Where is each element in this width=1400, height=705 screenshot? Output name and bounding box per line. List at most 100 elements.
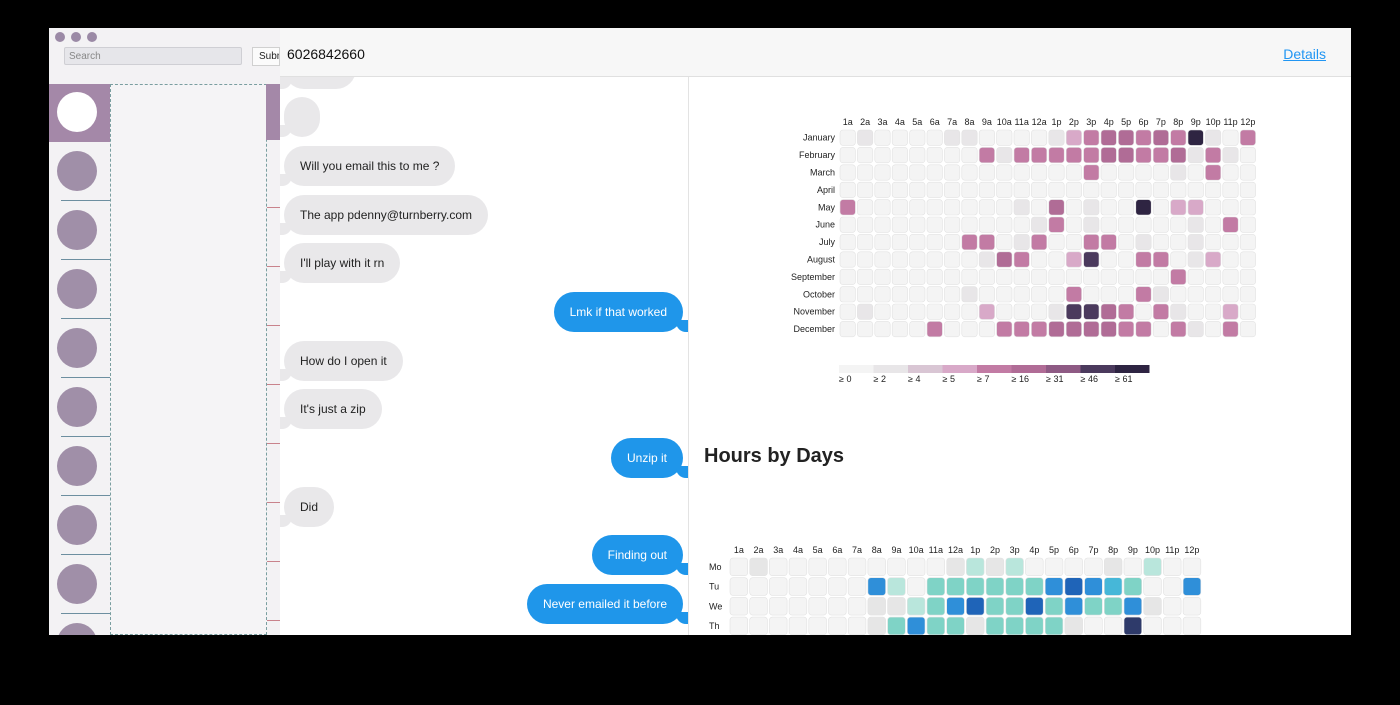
contact-item[interactable] [49,556,110,614]
heatmap-cell [1100,286,1117,303]
hour-label: 1a [843,117,853,127]
heatmap-cell [978,321,995,338]
heatmap-cell [1135,216,1152,233]
app-window: Submit 6026842660 Details Will you email… [49,28,1351,635]
legend-swatch [1080,365,1115,373]
sidebar: Submit [49,28,281,635]
heatmap-cell [1048,268,1065,285]
heatmap-cell [857,286,874,303]
search-input[interactable] [64,47,242,65]
contact-item[interactable] [49,202,110,260]
stats-panel: 1a 2a 3a 4a 5a 6a 7a 8a 9a 10a 11a 12a 1p 2p 3p 4p 5p 6p 7… [689,77,1351,635]
zoom-window-button[interactable] [87,32,97,42]
heatmap-cell [944,286,961,303]
heatmap-cell [1135,286,1152,303]
heatmap-cell [1222,129,1239,146]
heatmap-cell [1152,234,1169,251]
legend-label: ≥ 46 [1081,374,1098,384]
row-label: December [793,324,835,334]
heatmap-cell [857,303,874,320]
contact-item[interactable] [49,497,110,555]
message-thread[interactable]: Will you email this to me ? The app pdenn… [280,77,689,635]
heatmap-cell [996,129,1013,146]
heatmap-cell [1135,199,1152,216]
heatmap-cell [1222,268,1239,285]
avatar [57,387,97,427]
heatmap-cell [1205,268,1222,285]
submit-button[interactable]: Submit [252,47,280,66]
hour-label: 1p [1051,117,1061,127]
heatmap-cell [1239,181,1256,198]
outgoing-message: Never emailed it before [526,584,688,624]
heatmap-cell [1118,181,1135,198]
heatmap-cell [839,164,856,181]
contact-item[interactable] [49,320,110,378]
heatmap-cell [996,199,1013,216]
heatmap-cell [1170,286,1187,303]
contact-detail-pane [110,84,267,635]
outgoing-message: Finding out [591,535,688,575]
legend-swatch [839,365,874,373]
heatmap-cell [1083,321,1100,338]
heatmap-cell [961,199,978,216]
heatmap-cell [1048,164,1065,181]
heatmap-cell [1118,164,1135,181]
heatmap-cell [1031,164,1048,181]
hour-label: 12a [1032,117,1047,127]
heatmap-cell [1048,303,1065,320]
heatmap-cell [1065,251,1082,268]
heatmap-cell [1031,147,1048,164]
avatar [57,269,97,309]
heatmap-cell [788,577,808,596]
heatmap-cell [839,286,856,303]
outgoing-message: Lmk if that worked [553,292,688,332]
heatmap-cell [1135,303,1152,320]
heatmap-cell [1135,251,1152,268]
incoming-message: Did [280,487,335,527]
legend-label: ≥ 16 [1012,374,1029,384]
legend-label: ≥ 2 [874,374,886,384]
hour-label: 6a [930,117,940,127]
heatmap-cell [1187,321,1204,338]
heatmap-cell [985,557,1005,577]
heatmap-cell [1100,164,1117,181]
contact-item[interactable] [49,84,110,142]
contact-divider [61,436,110,437]
row-label: May [818,202,836,212]
heatmap-cell [1103,557,1123,577]
heatmap-cell [729,557,749,577]
contact-item[interactable] [49,438,110,496]
heatmap-cell [1222,251,1239,268]
close-window-button[interactable] [55,32,65,42]
heatmap-cell [1084,616,1103,635]
hour-label: 10a [909,545,924,555]
heatmap-cell [985,577,1005,596]
heatmap-cell [1239,303,1256,320]
minimize-window-button[interactable] [71,32,81,42]
heatmap-cell [788,616,808,635]
hour-label: 6a [832,545,842,555]
heatmap-cell [1205,234,1222,251]
heatmap-cell [1187,303,1204,320]
contact-item[interactable] [49,261,110,319]
hour-label: 5a [912,117,922,127]
heatmap-cell [909,286,926,303]
heatmap-cell [1005,557,1024,577]
heatmap-cell [1135,321,1152,338]
heatmap-cell [1205,286,1222,303]
hour-label: 8a [872,545,882,555]
heatmap-cell [1170,251,1187,268]
heatmap-cell [839,234,856,251]
details-link[interactable]: Details [1283,46,1326,62]
row-label: October [803,289,835,299]
heatmap-cell [1065,268,1082,285]
heatmap-cell [891,129,908,146]
heatmap-cell [1170,199,1187,216]
list-marker [267,620,280,621]
heatmap-cell [839,181,856,198]
contact-item[interactable] [49,615,110,635]
heatmap-cell [1123,597,1143,616]
contact-item[interactable] [49,379,110,437]
contact-item[interactable] [49,143,110,201]
heatmap-cell [828,557,847,577]
